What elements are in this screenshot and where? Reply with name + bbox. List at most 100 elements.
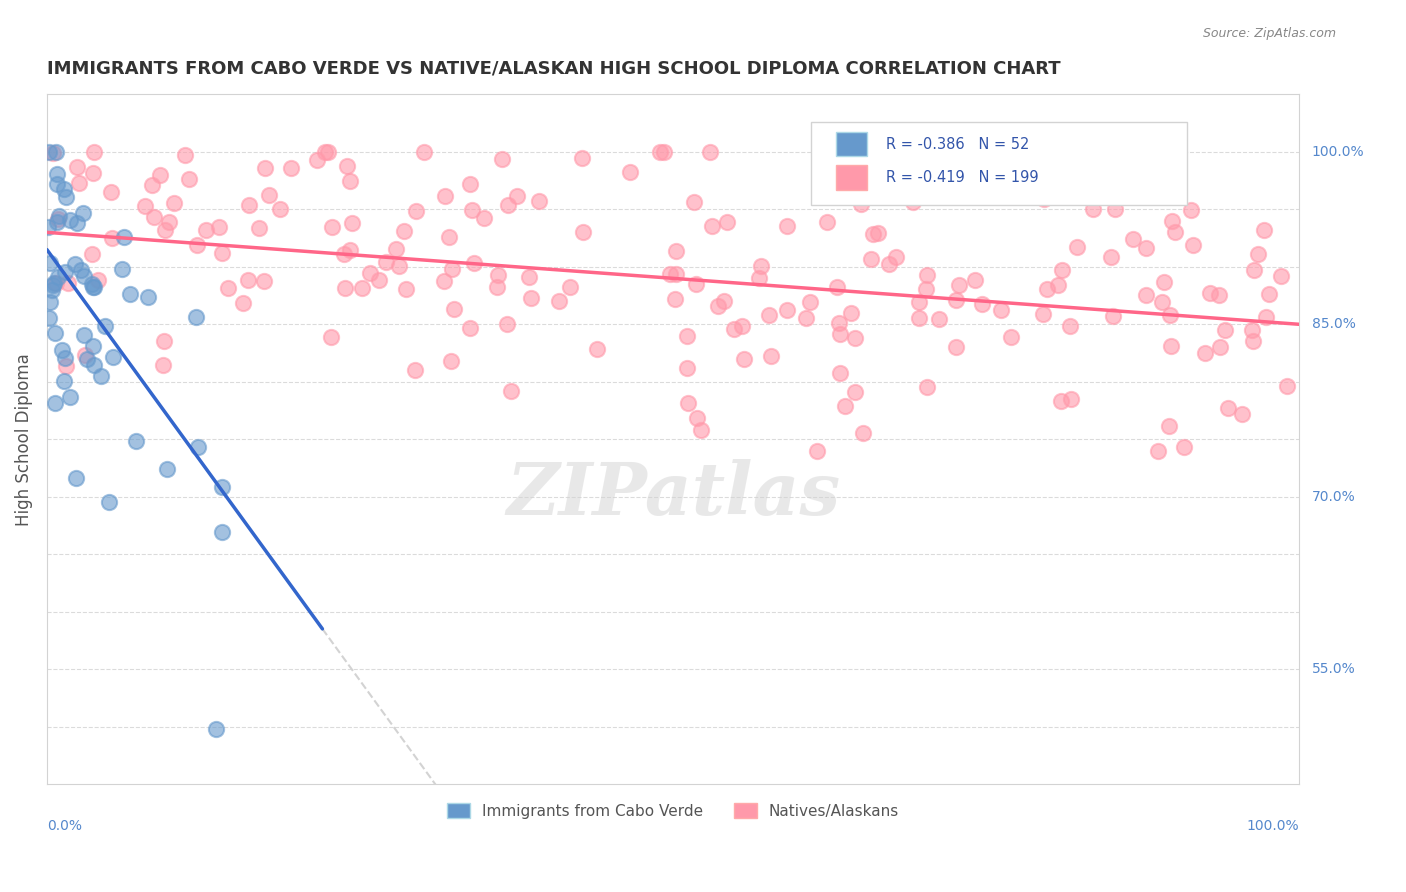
Point xyxy=(42,146,65,161)
Point xyxy=(859,252,882,266)
Point xyxy=(852,425,875,440)
Point xyxy=(83,279,105,293)
Point xyxy=(45,145,67,159)
Point xyxy=(1060,392,1083,406)
Point xyxy=(558,280,581,294)
Text: 85.0%: 85.0% xyxy=(1312,318,1355,331)
Point xyxy=(101,350,124,364)
Point xyxy=(1275,378,1298,392)
Point xyxy=(55,359,77,373)
Point xyxy=(901,182,924,196)
Point xyxy=(42,277,65,292)
Point xyxy=(619,165,641,179)
Point xyxy=(339,174,361,188)
Point xyxy=(82,339,104,353)
Point xyxy=(412,145,434,159)
Point xyxy=(56,276,79,290)
Point xyxy=(676,329,699,343)
Point xyxy=(1000,329,1022,343)
Point xyxy=(723,321,745,335)
Point xyxy=(339,243,361,257)
Point xyxy=(352,280,374,294)
Point xyxy=(1253,223,1275,237)
Point xyxy=(82,280,104,294)
Point xyxy=(1012,175,1035,189)
Point xyxy=(1099,250,1122,264)
Point xyxy=(652,145,675,159)
Point xyxy=(866,226,889,240)
Point xyxy=(238,273,260,287)
Point xyxy=(73,268,96,283)
Point xyxy=(100,231,122,245)
Point xyxy=(834,399,856,413)
Point xyxy=(491,153,513,167)
Point xyxy=(46,177,69,191)
Point xyxy=(1209,340,1232,354)
Point xyxy=(134,199,156,213)
Point xyxy=(1066,240,1088,254)
Point xyxy=(1181,238,1204,252)
Point xyxy=(51,343,73,358)
Point xyxy=(658,267,681,281)
Point xyxy=(37,220,59,235)
Point xyxy=(53,182,76,196)
Point xyxy=(70,262,93,277)
Point xyxy=(815,215,838,229)
Point xyxy=(758,308,780,322)
Point xyxy=(211,525,233,540)
Point xyxy=(862,227,884,242)
Point xyxy=(1163,225,1185,239)
Point xyxy=(1159,419,1181,434)
Point xyxy=(1241,334,1264,348)
Point xyxy=(73,328,96,343)
Point xyxy=(83,358,105,372)
Point xyxy=(433,274,456,288)
Point xyxy=(53,265,76,279)
Point xyxy=(48,212,70,227)
Point xyxy=(903,195,925,210)
Point xyxy=(941,167,963,181)
Point xyxy=(80,277,103,291)
Point xyxy=(928,311,950,326)
Point xyxy=(405,204,427,219)
Point xyxy=(257,187,280,202)
Point xyxy=(38,145,60,159)
Point xyxy=(270,202,292,217)
Point xyxy=(195,223,218,237)
Point xyxy=(1059,319,1081,334)
Point xyxy=(1050,263,1073,277)
Point xyxy=(142,211,165,225)
Text: Source: ZipAtlas.com: Source: ZipAtlas.com xyxy=(1202,27,1336,40)
Point xyxy=(907,295,929,310)
Point xyxy=(472,211,495,226)
Point xyxy=(844,331,866,345)
Point xyxy=(93,319,115,334)
Point xyxy=(945,340,967,354)
Point xyxy=(173,148,195,162)
Point xyxy=(1135,241,1157,255)
Point xyxy=(517,269,540,284)
Point xyxy=(211,480,233,494)
Point xyxy=(1161,214,1184,228)
Point xyxy=(112,229,135,244)
Point xyxy=(496,198,519,212)
Text: 0.0%: 0.0% xyxy=(46,819,82,832)
Point xyxy=(1173,440,1195,454)
Point xyxy=(749,259,772,273)
Point xyxy=(713,294,735,309)
Point xyxy=(830,326,852,341)
Point xyxy=(682,195,704,210)
Point xyxy=(685,277,707,291)
Point xyxy=(316,145,339,159)
Point xyxy=(153,334,176,348)
Point xyxy=(572,225,595,239)
Point xyxy=(970,297,993,311)
Point xyxy=(45,277,67,291)
Point xyxy=(665,268,688,282)
Point xyxy=(1213,323,1236,337)
Point xyxy=(796,311,818,326)
Text: 70.0%: 70.0% xyxy=(1312,490,1355,504)
Point xyxy=(1241,323,1264,337)
Point xyxy=(65,257,87,271)
Point xyxy=(211,245,233,260)
